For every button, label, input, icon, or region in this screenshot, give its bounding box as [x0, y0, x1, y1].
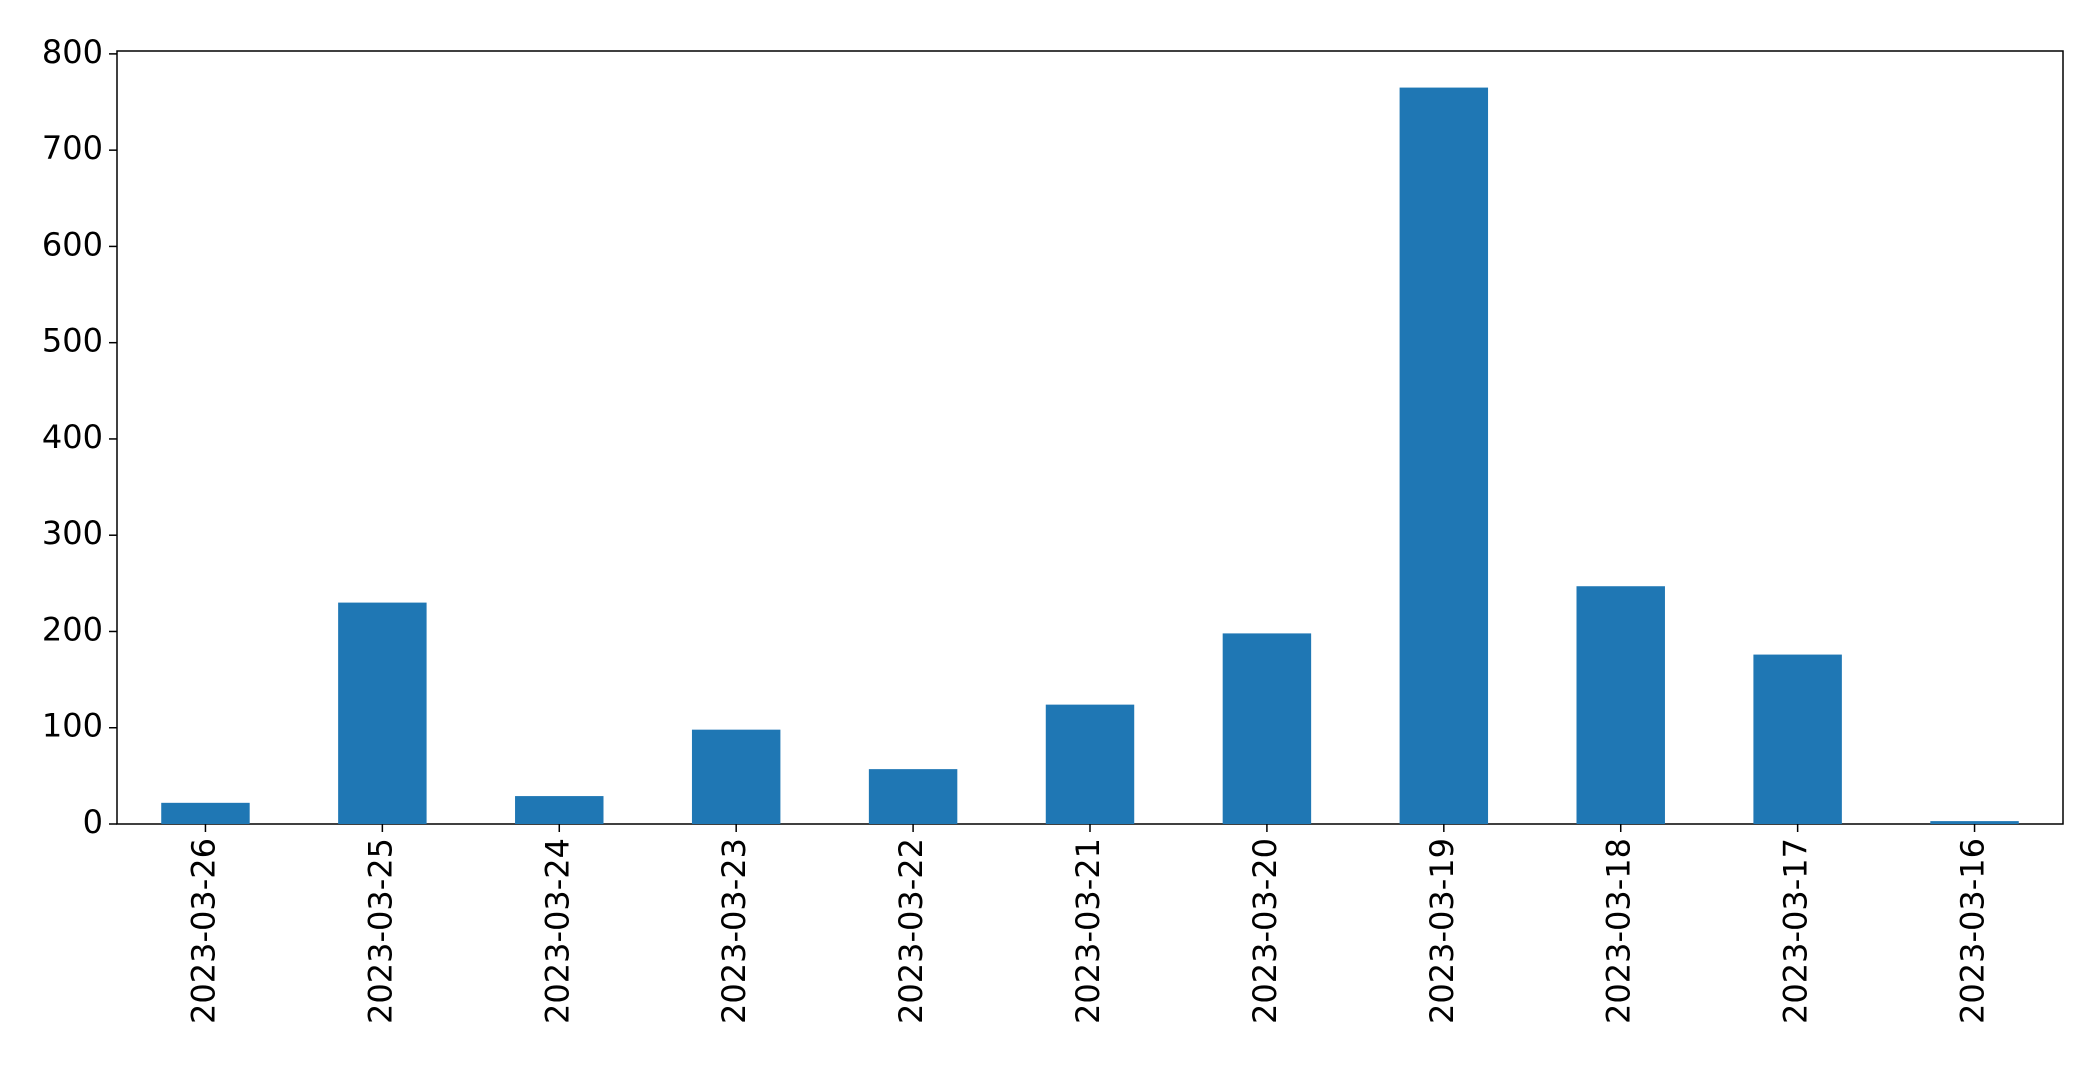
x-tick-label: 2023-03-24: [538, 838, 576, 1024]
bar: [1399, 87, 1489, 824]
bar: [691, 729, 781, 824]
x-tick-label: 2023-03-26: [184, 838, 222, 1024]
x-tick-label: 2023-03-16: [1954, 838, 1992, 1024]
bar: [515, 796, 604, 824]
y-tick-label: 800: [42, 33, 103, 71]
x-tick-label: 2023-03-23: [715, 838, 753, 1024]
bar: [1930, 821, 2019, 824]
bar: [1753, 654, 1842, 824]
y-tick-label: 700: [42, 129, 103, 167]
y-tick-label: 200: [42, 610, 103, 648]
x-tick-label: 2023-03-21: [1069, 838, 1107, 1024]
bar: [161, 802, 250, 824]
x-tick-label: 2023-03-17: [1777, 838, 1815, 1024]
bar: [338, 602, 427, 824]
y-tick-label: 500: [42, 322, 103, 360]
x-tick-label: 2023-03-18: [1600, 838, 1638, 1024]
x-tick-label: 2023-03-25: [361, 838, 399, 1024]
x-tick-label: 2023-03-22: [892, 838, 930, 1024]
y-tick-label: 400: [42, 418, 103, 456]
y-tick-label: 0: [83, 803, 103, 841]
bar: [1222, 633, 1312, 824]
x-tick-label: 2023-03-20: [1246, 838, 1284, 1024]
bar: [1576, 586, 1665, 824]
y-tick-label: 600: [42, 225, 103, 263]
bar: [1045, 704, 1135, 824]
y-tick-label: 300: [42, 514, 103, 552]
y-tick-label: 100: [42, 707, 103, 745]
x-tick-label: 2023-03-19: [1423, 838, 1461, 1024]
bar: [868, 769, 958, 824]
